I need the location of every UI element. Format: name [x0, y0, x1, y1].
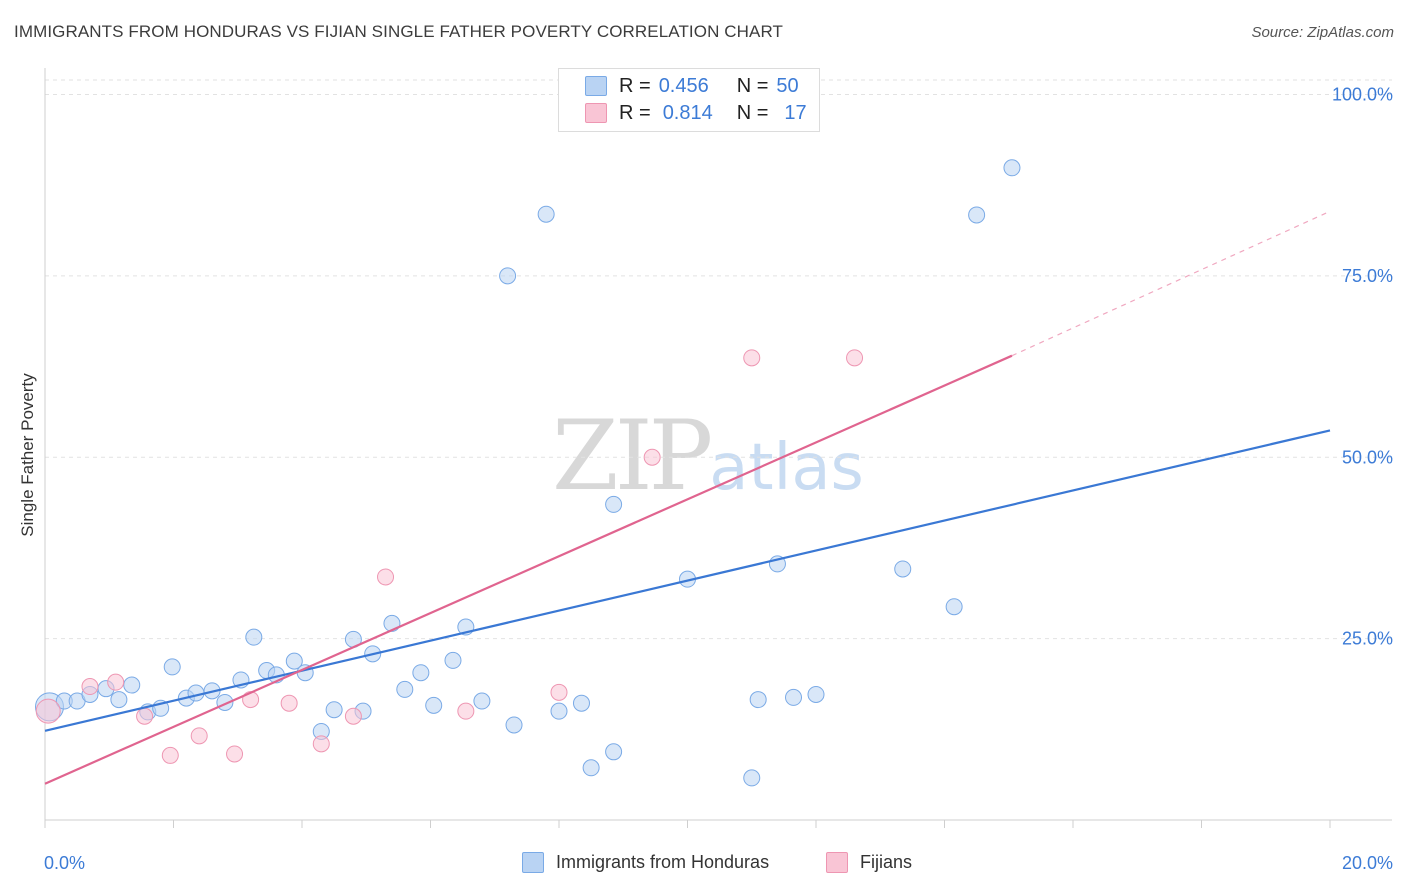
fijians-point	[280, 694, 298, 712]
fijians-point	[457, 702, 475, 720]
fijians-point	[81, 678, 99, 696]
y-tick-label: 75.0%	[1342, 266, 1393, 286]
honduras-point	[1003, 159, 1021, 177]
fijians-point	[242, 691, 260, 709]
legend-swatch-honduras	[585, 76, 607, 96]
honduras-point	[325, 701, 343, 719]
legend-row-honduras: R = 0.456 N = 50	[585, 74, 799, 98]
legend-r-label: R =	[619, 101, 651, 124]
honduras-point	[163, 658, 181, 676]
fijians-point	[226, 745, 244, 763]
honduras-point	[285, 652, 303, 670]
legend-n-value: 17	[784, 101, 807, 124]
honduras-point	[572, 694, 590, 712]
honduras-point	[110, 691, 128, 709]
series-legend: Immigrants from Honduras Fijians	[0, 852, 1406, 878]
honduras-point	[473, 692, 491, 710]
legend-item-honduras[interactable]: Immigrants from Honduras	[522, 852, 769, 873]
legend-r-value: 0.456	[658, 74, 709, 97]
fijians-point	[344, 707, 362, 725]
honduras-point	[412, 664, 430, 682]
honduras-trendline	[44, 429, 1331, 732]
honduras-point	[537, 205, 555, 223]
honduras-point	[444, 651, 462, 669]
fijians-point	[190, 727, 208, 745]
legend-swatch-honduras	[522, 852, 544, 873]
fijians-point	[107, 673, 125, 691]
x-tick-label: 20.0%	[1342, 853, 1393, 873]
legend-row-fijians: R = 0.814 N = 17	[585, 101, 807, 125]
fijians-point	[377, 568, 395, 586]
honduras-point	[505, 716, 523, 734]
legend-r-value: 0.814	[662, 101, 713, 124]
legend-n-label: N =	[736, 74, 769, 97]
fijians-point	[312, 735, 330, 753]
correlation-legend: R = 0.456 N = 50 R = 0.814 N = 17	[558, 68, 820, 132]
fijians-point	[161, 746, 179, 764]
honduras-point	[807, 685, 825, 703]
fijians-point	[550, 683, 568, 701]
legend-swatch-fijians	[826, 852, 848, 873]
y-tick-label: 100.0%	[1332, 85, 1393, 105]
honduras-point	[550, 702, 568, 720]
honduras-point	[605, 495, 623, 513]
watermark-atlas: atlas	[709, 431, 864, 505]
honduras-point	[499, 267, 517, 285]
x-tick-label: 0.0%	[44, 853, 85, 873]
legend-label-fijians: Fijians	[860, 852, 913, 872]
source-credit: Source: ZipAtlas.com	[1251, 24, 1394, 41]
fijians-trendline-extension	[1011, 210, 1331, 357]
y-axis-label: Single Father Poverty	[18, 373, 37, 537]
honduras-point	[123, 676, 141, 694]
honduras-point	[396, 680, 414, 698]
honduras-point	[605, 743, 623, 761]
legend-r-label: R =	[619, 74, 651, 97]
watermark: ZIPatlas	[552, 400, 864, 512]
honduras-point	[245, 628, 263, 646]
honduras-point	[968, 206, 986, 224]
fijians-point	[743, 349, 761, 367]
legend-item-fijians[interactable]: Fijians	[826, 852, 912, 873]
fijians-point	[35, 698, 61, 724]
honduras-point	[425, 696, 443, 714]
honduras-point	[743, 769, 761, 787]
fijians-point	[136, 707, 154, 725]
fijians-trendline	[44, 354, 1013, 785]
watermark-zip: ZIP	[552, 400, 713, 512]
chart-title: IMMIGRANTS FROM HONDURAS VS FIJIAN SINGL…	[14, 22, 784, 41]
fijians-point	[846, 349, 864, 367]
honduras-point	[749, 691, 767, 709]
legend-swatch-fijians	[585, 103, 607, 123]
legend-n-label: N =	[736, 101, 769, 124]
honduras-point	[582, 759, 600, 777]
honduras-point	[785, 688, 803, 706]
fijians-point	[643, 448, 661, 466]
y-tick-label: 25.0%	[1342, 629, 1393, 649]
honduras-point	[894, 560, 912, 578]
y-tick-label: 50.0%	[1342, 447, 1393, 467]
honduras-point	[945, 598, 963, 616]
legend-n-value: 50	[776, 74, 799, 97]
legend-label-honduras: Immigrants from Honduras	[556, 852, 770, 872]
